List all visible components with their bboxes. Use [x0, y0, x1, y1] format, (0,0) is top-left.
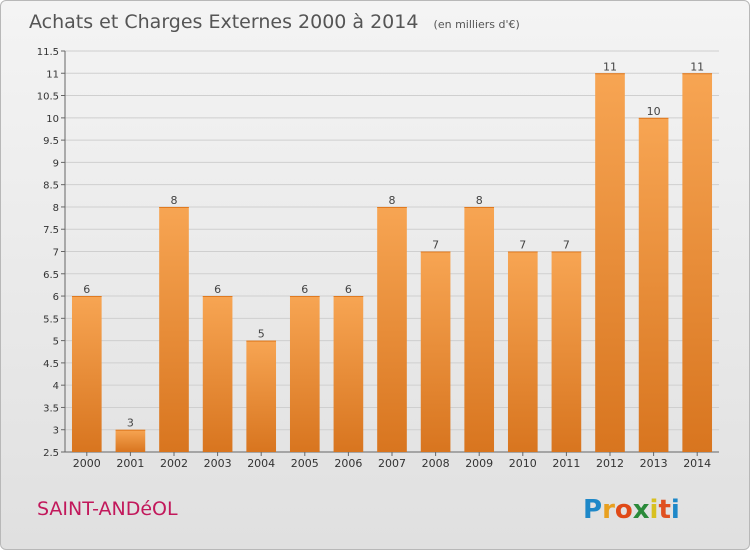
data-label: 6 [345, 283, 352, 296]
y-tick-label: 11.5 [37, 47, 59, 58]
y-tick-label: 5.5 [43, 314, 59, 325]
data-label: 11 [690, 60, 704, 73]
y-tick-label: 2.5 [43, 448, 59, 459]
x-tick-label: 2001 [116, 457, 144, 470]
data-label: 8 [476, 194, 483, 207]
x-tick-label: 2013 [640, 457, 668, 470]
bar-2000 [71, 296, 102, 452]
bar-2005 [289, 296, 320, 452]
bar-2011 [551, 251, 582, 452]
data-label: 8 [171, 194, 178, 207]
bar-2007 [377, 206, 407, 452]
y-tick-label: 11 [46, 69, 59, 80]
x-tick-label: 2000 [73, 457, 101, 470]
x-tick-label: 2007 [378, 457, 406, 470]
x-tick-label: 2014 [683, 457, 711, 470]
y-tick-label: 4.5 [43, 359, 59, 370]
y-tick-label: 8.5 [43, 181, 59, 192]
commune-name: SAINT-ANDéOL [37, 498, 178, 520]
y-tick-label: 9.5 [43, 136, 59, 147]
data-label: 5 [258, 328, 265, 341]
bar-2003 [202, 296, 233, 452]
proxiti-logo: Proxiti [583, 495, 680, 525]
y-tick-label: 3 [53, 426, 59, 437]
data-labels: 6 3 8 6 5 6 6 8 7 8 7 7 11 10 11 [83, 60, 704, 429]
y-tick-label: 3.5 [43, 403, 59, 414]
data-label: 8 [389, 194, 396, 207]
y-tick-label: 7.5 [43, 225, 59, 236]
data-label: 3 [127, 417, 134, 430]
data-label: 6 [301, 283, 308, 296]
y-tick-label: 7 [53, 248, 59, 259]
x-tick-label: 2004 [247, 457, 275, 470]
logo-letter: x [633, 495, 650, 525]
y-tick-label: 6.5 [43, 270, 59, 281]
data-label: 7 [432, 239, 439, 252]
y-tick-label: 6 [53, 292, 59, 303]
bar-2009 [464, 206, 495, 452]
x-tick-label: 2006 [334, 457, 362, 470]
y-tick-label: 10 [46, 114, 59, 125]
x-tick-label: 2002 [160, 457, 188, 470]
data-label: 7 [519, 239, 526, 252]
y-tick-label: 4 [53, 381, 59, 392]
y-tick-label: 9 [53, 158, 59, 169]
x-tick-label: 2008 [422, 457, 450, 470]
logo-letter: t [658, 495, 670, 525]
x-tick-label: 2009 [465, 457, 493, 470]
x-tick-label: 2011 [552, 457, 580, 470]
bar-2012 [595, 73, 625, 453]
data-label: 6 [214, 283, 221, 296]
y-tick-label: 5 [53, 337, 59, 348]
y-tick-label: 10.5 [37, 92, 59, 103]
bar-2006 [333, 296, 364, 452]
logo-letter: r [602, 495, 615, 525]
bar-2014 [682, 73, 713, 453]
bar-2002 [159, 206, 189, 452]
y-tick-label: 8 [53, 203, 59, 214]
logo-letter: P [583, 495, 602, 525]
data-label: 11 [603, 60, 617, 73]
bars [71, 73, 713, 453]
bar-2001 [115, 429, 146, 452]
chart-title: Achats et Charges Externes 2000 à 2014 (… [29, 11, 520, 33]
data-label: 10 [647, 105, 661, 118]
bar-2004 [246, 340, 277, 452]
x-tick-label: 2005 [291, 457, 319, 470]
bar-2010 [507, 251, 538, 452]
x-tick-label: 2003 [204, 457, 232, 470]
logo-letter: i [650, 495, 659, 525]
x-tick-label: 2010 [509, 457, 537, 470]
data-label: 7 [563, 239, 570, 252]
bar-2008 [420, 251, 451, 452]
bar-2013 [638, 117, 669, 452]
logo-letter: o [615, 495, 633, 525]
x-tick-label: 2012 [596, 457, 624, 470]
logo-letter: i [671, 495, 680, 525]
data-label: 6 [83, 283, 90, 296]
